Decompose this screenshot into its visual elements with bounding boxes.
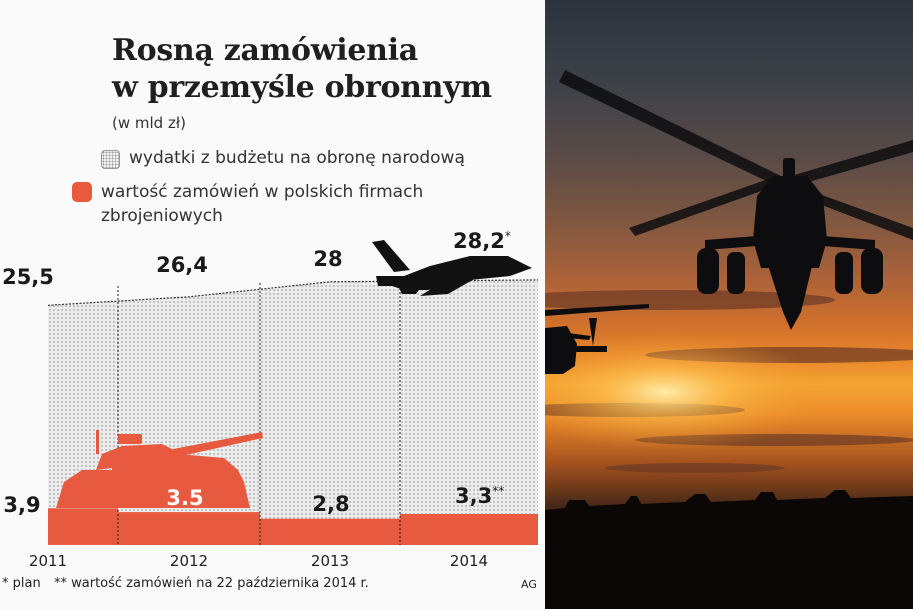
budget-line [47, 279, 539, 306]
legend-swatch-budget [101, 150, 120, 169]
x-tick-label: 2013 [311, 552, 349, 570]
orders-bar-2011 [48, 508, 118, 545]
x-tick-label: 2012 [170, 552, 208, 570]
budget-value-label: 25,5 [2, 265, 54, 289]
chart-title-line-2: w przemyśle obronnym [112, 70, 492, 105]
orders-bar-2014 [400, 514, 538, 546]
budget-value-label: 28,2* [453, 229, 511, 253]
legend-budget-label: wydatki z budżetu na obronę narodową [129, 148, 465, 168]
orders-bar-2012 [118, 512, 260, 545]
photo-credit: AG [521, 578, 537, 591]
legend-orders-label: wartość zamówień w polskich firmach [101, 182, 424, 202]
x-tick-label: 2014 [450, 552, 488, 570]
legend-orders-label-continued: zbrojeniowych [101, 206, 223, 226]
x-tick-label: 2011 [29, 552, 67, 570]
chart-panel: Rosną zamówienia w przemyśle obronnym (w… [2, 33, 539, 591]
fighter-jet-icon [372, 240, 532, 296]
legend-swatch-orders [72, 182, 92, 202]
budget-value-label: 28 [313, 247, 342, 271]
helicopter-icon [559, 70, 913, 330]
chart-title-line-1: Rosną zamówienia [112, 33, 418, 68]
helicopter-icon [545, 304, 649, 374]
orders-value-label: 2,8 [312, 492, 349, 516]
orders-value-label: 3,9 [3, 493, 40, 517]
footnote-plan: * plan [2, 576, 41, 591]
helicopter-photo [545, 0, 913, 609]
footnote-orders-date: ** wartość zamówień na 22 października 2… [54, 576, 369, 591]
sunset-scene [545, 70, 913, 609]
orders-value-label: 3.5 [166, 486, 203, 510]
tank-icon [56, 430, 263, 508]
orders-bar-2013 [260, 518, 400, 546]
chart-unit: (w mld zł) [112, 114, 186, 132]
budget-value-label: 26,4 [156, 253, 208, 277]
